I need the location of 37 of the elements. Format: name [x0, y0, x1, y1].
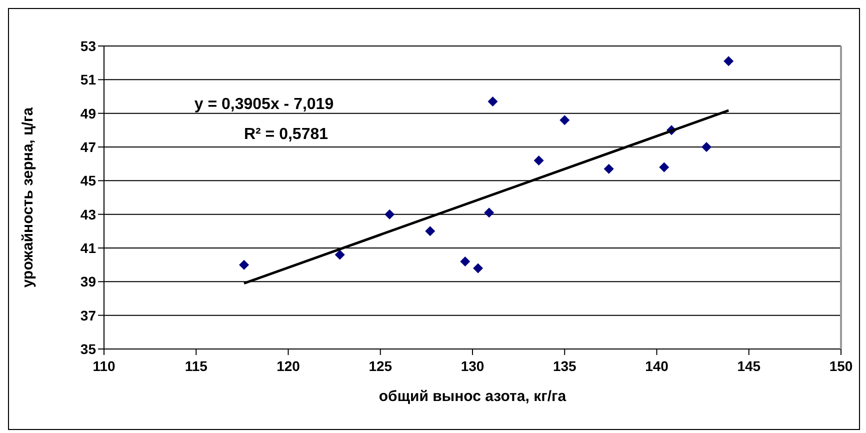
- y-tick-label: 47: [80, 138, 96, 155]
- y-tick-label: 53: [80, 38, 96, 54]
- point: [604, 164, 614, 174]
- annotation: y = 0,3905x - 7,019: [194, 96, 334, 113]
- point: [484, 208, 494, 218]
- x-tick-label: 140: [645, 358, 669, 374]
- y-tick-label: 39: [80, 274, 96, 290]
- y-tick-label: 45: [80, 172, 96, 189]
- point: [460, 256, 470, 266]
- x-tick-label: 120: [276, 358, 300, 374]
- annotation: R² = 0,5781: [244, 126, 328, 143]
- y-tick-label: 41: [80, 240, 96, 256]
- point: [384, 209, 395, 220]
- x-axis-title: общий вынос азота, кг/га: [378, 388, 567, 405]
- x-tick-label: 150: [829, 358, 853, 374]
- y-tick-label: 35: [80, 340, 96, 357]
- y-tick-label: 37: [80, 307, 96, 324]
- y-tick-label: 49: [80, 105, 96, 122]
- point: [473, 263, 484, 274]
- point: [425, 226, 436, 236]
- point: [488, 96, 498, 107]
- x-tick-label: 145: [737, 358, 761, 374]
- x-tick-label: 125: [368, 358, 392, 374]
- y-axis-title: урожайность зерна, ц/га: [19, 106, 36, 288]
- y-tick-label: 51: [80, 72, 96, 88]
- y-tick-label: 43: [80, 206, 96, 222]
- point: [701, 142, 712, 152]
- point: [239, 260, 250, 270]
- point: [724, 56, 734, 66]
- x-tick-label: 115: [184, 358, 208, 374]
- point: [560, 115, 570, 126]
- x-tick-label: 110: [92, 358, 116, 374]
- point: [534, 155, 544, 166]
- x-tick-label: 135: [552, 358, 577, 374]
- x-tick-label: 130: [460, 358, 484, 374]
- point: [659, 162, 670, 172]
- point: [334, 250, 345, 260]
